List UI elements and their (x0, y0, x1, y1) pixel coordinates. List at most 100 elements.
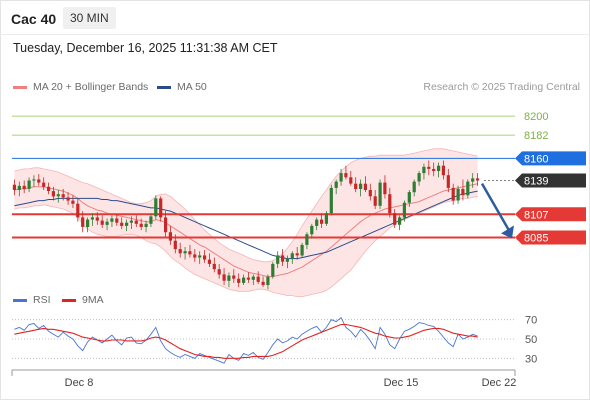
candle-body (144, 223, 148, 227)
chart-datetime: Tuesday, December 16, 2025 11:31:38 AM C… (13, 41, 278, 55)
candle-body (422, 166, 426, 174)
candle-body (193, 254, 197, 258)
candle-body (203, 255, 207, 260)
legend-9ma: 9MA (62, 294, 104, 306)
candle-body (100, 220, 104, 225)
candle-body (120, 222, 124, 226)
candle-body (441, 165, 445, 176)
rsi-tick-50: 50 (525, 334, 537, 346)
candle-body (281, 255, 285, 262)
candle-body (168, 232, 172, 241)
candle-body (276, 255, 280, 264)
candle-body (407, 192, 411, 203)
candle-body (446, 175, 450, 188)
candle-body (359, 183, 363, 189)
candle-body (125, 222, 129, 226)
candle-body (154, 198, 158, 217)
candle-body (432, 168, 436, 171)
candle-body (56, 194, 60, 197)
forecast-arrow-shaft (480, 183, 511, 232)
candle-body (246, 277, 250, 280)
candle-body (378, 182, 382, 206)
candle-body (51, 191, 55, 197)
candle-body (456, 188, 460, 201)
candle-body (134, 220, 138, 224)
9ma-swatch (62, 298, 76, 302)
candle-body (466, 181, 470, 196)
candle-body (368, 190, 372, 197)
candle-body (388, 194, 392, 214)
candle-body (188, 251, 192, 255)
level-label-8139: 8139 (524, 176, 548, 188)
legend-ma20-label: MA 20 + Bollinger Bands (33, 81, 149, 93)
candle-body (90, 217, 94, 220)
level-label-8107: 8107 (524, 209, 548, 221)
candle-body (178, 249, 182, 254)
legend-9ma-label: 9MA (82, 294, 104, 306)
rsi-tick-70: 70 (525, 315, 537, 327)
candle-body (217, 269, 221, 275)
candle-body (300, 244, 304, 256)
candle-body (271, 263, 275, 277)
candle-body (17, 185, 21, 190)
header-divider (0, 34, 590, 35)
candle-body (398, 217, 402, 225)
candle-body (12, 184, 16, 190)
candle-body (76, 203, 80, 218)
rsi-swatch (13, 298, 27, 302)
candle-body (266, 276, 270, 285)
candle-body (427, 166, 431, 169)
candle-body (86, 219, 90, 227)
candle-body (232, 275, 236, 279)
rsi-tick-30: 30 (525, 353, 537, 365)
legend-ma20: MA 20 + Bollinger Bands (13, 81, 148, 93)
candle-body (159, 198, 163, 218)
candle-body (66, 197, 70, 201)
candle-body (295, 253, 299, 256)
candle-body (42, 182, 46, 187)
candle-body (471, 178, 475, 182)
candle-body (461, 188, 465, 196)
candle-body (344, 173, 348, 178)
rsi-series-9ma (14, 323, 478, 359)
candle-body (310, 225, 314, 235)
timeframe-button[interactable]: 30 MIN (63, 7, 116, 29)
candle-body (329, 187, 333, 214)
legend-ma50: MA 50 (157, 81, 207, 93)
candle-body (212, 263, 216, 270)
level-label-8085: 8085 (524, 233, 548, 245)
candle-body (32, 179, 36, 181)
level-label-8200: 8200 (524, 111, 548, 123)
candle-body (349, 177, 353, 184)
instrument-title: Cac 40 (11, 11, 57, 27)
candle-body (451, 187, 455, 201)
candle-body (402, 202, 406, 218)
candle-body (27, 180, 31, 189)
candle-body (173, 240, 177, 250)
candle-body (324, 213, 328, 224)
candle-body (222, 274, 226, 281)
candle-body (22, 185, 26, 189)
x-tick-label: Dec 8 (65, 377, 94, 389)
x-tick-label: Dec 15 (384, 377, 419, 389)
candle-body (37, 179, 41, 183)
candle-body (183, 251, 187, 254)
candle-body (315, 219, 319, 226)
legend-rsi: RSI (13, 294, 51, 306)
ma20-swatch (13, 85, 27, 89)
candle-body (417, 173, 421, 182)
candle-body (227, 275, 231, 281)
level-tag-8160 (515, 151, 586, 166)
x-tick-label: Dec 22 (482, 377, 517, 389)
research-credit: Research © 2025 Trading Central (423, 81, 580, 93)
candle-body (373, 196, 377, 206)
rsi-series-rsi (14, 317, 478, 364)
candle-body (198, 255, 202, 258)
candle-body (105, 221, 109, 225)
candle-body (149, 216, 153, 224)
candle-body (363, 183, 367, 190)
candle-body (334, 181, 338, 188)
candle-body (251, 276, 255, 280)
candle-body (61, 194, 65, 198)
level-label-8160: 8160 (524, 153, 548, 165)
